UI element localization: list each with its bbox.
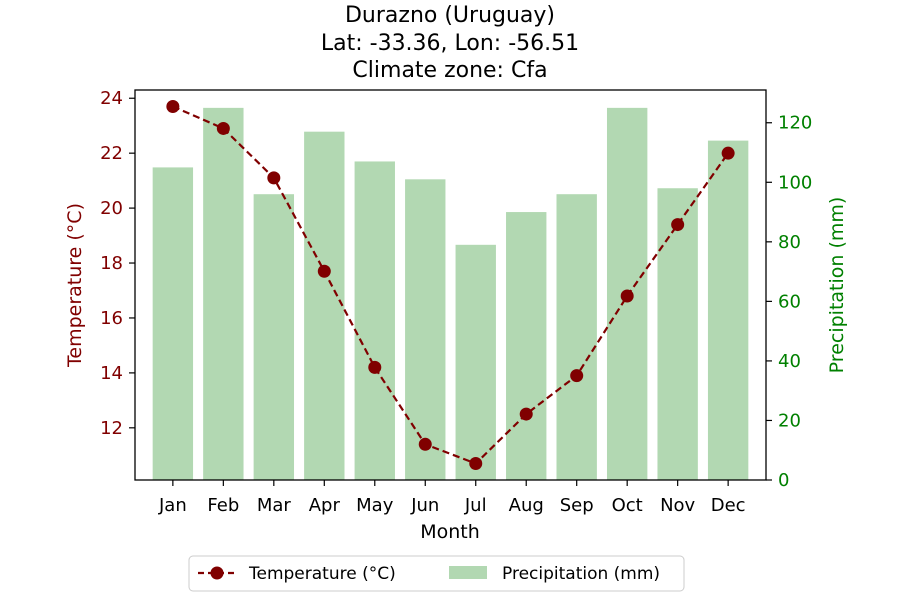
x-axis-label: Month <box>420 521 480 543</box>
y-left-tick-label: 12 <box>100 418 123 439</box>
x-tick-label: Apr <box>309 495 341 516</box>
x-tick-label: Jul <box>464 495 487 516</box>
y-right-tick-label: 100 <box>778 172 812 193</box>
legend-temperature-label: Temperature (°C) <box>248 564 396 584</box>
chart-title: Durazno (Uruguay) Lat: -33.36, Lon: -56.… <box>321 3 579 83</box>
x-tick-label: Jun <box>410 495 439 516</box>
temperature-point-jul <box>469 457 483 471</box>
precipitation-bar-aug <box>506 212 547 480</box>
precipitation-bar-sep <box>556 194 597 480</box>
precipitation-bar-jun <box>405 179 446 480</box>
precipitation-bar-dec <box>707 140 749 480</box>
temperature-point-jun <box>418 437 432 451</box>
legend: Temperature (°C) Precipitation (mm) <box>188 555 685 592</box>
legend-precipitation-label: Precipitation (mm) <box>502 564 660 584</box>
y-axis-right: 0 20 40 60 80 100 120 <box>766 113 812 491</box>
y-left-tick-label: 24 <box>100 88 123 109</box>
precipitation-bar-nov <box>657 188 698 481</box>
y-axis-left: 12 14 16 18 20 22 24 <box>100 88 135 439</box>
x-tick-label: May <box>356 495 394 516</box>
precipitation-bar-jul <box>455 244 496 480</box>
temperature-point-aug <box>519 407 533 421</box>
precipitation-bar-jan <box>152 167 194 480</box>
temperature-point-feb <box>216 121 230 135</box>
plot-area-frame <box>134 89 767 481</box>
chart-title-line-3: Climate zone: Cfa <box>352 58 547 83</box>
y-left-tick-label: 18 <box>100 253 123 274</box>
temperature-line <box>166 99 735 471</box>
precipitation-bar-may <box>354 161 395 480</box>
temperature-point-nov <box>671 218 685 232</box>
precipitation-bar-feb <box>203 107 244 480</box>
y-right-tick-label: 0 <box>778 470 789 491</box>
temperature-point-apr <box>317 264 331 278</box>
temperature-point-dec <box>721 146 735 160</box>
x-tick-label: Nov <box>660 495 695 516</box>
y-left-tick-label: 22 <box>100 143 123 164</box>
temperature-series-line <box>172 105 730 465</box>
x-tick-label: Mar <box>257 495 292 516</box>
y-right-tick-label: 60 <box>778 291 801 312</box>
x-tick-label: Sep <box>560 495 594 516</box>
y-axis-left-label: Temperature (°C) <box>64 203 86 368</box>
x-tick-label: Dec <box>711 495 746 516</box>
precipitation-bar-apr <box>304 131 345 480</box>
temperature-point-may <box>368 360 382 374</box>
y-right-tick-label: 120 <box>778 113 812 134</box>
y-left-tick-label: 20 <box>100 198 123 219</box>
chart-title-line-2: Lat: -33.36, Lon: -56.51 <box>321 31 579 56</box>
legend-precipitation-swatch <box>449 566 487 579</box>
x-axis: Jan Feb Mar Apr May Jun Jul Aug Sep Oct Nov Dec <box>158 480 746 516</box>
y-axis-right-label: Precipitation (mm) <box>826 197 848 374</box>
x-tick-label: Aug <box>509 495 544 516</box>
temperature-point-jan <box>166 99 180 113</box>
temperature-point-oct <box>620 289 634 303</box>
y-left-tick-label: 14 <box>100 363 123 384</box>
x-tick-label: Jan <box>158 495 187 516</box>
precipitation-bars <box>152 107 749 481</box>
chart-title-line-1: Durazno (Uruguay) <box>345 3 555 28</box>
y-right-tick-label: 20 <box>778 410 801 431</box>
legend-temperature-marker <box>210 566 224 580</box>
x-tick-label: Feb <box>207 495 239 516</box>
y-right-tick-label: 40 <box>778 351 801 372</box>
legend-box <box>188 555 685 592</box>
x-tick-label: Oct <box>612 495 643 516</box>
precipitation-bar-mar <box>253 194 295 480</box>
y-left-tick-label: 16 <box>100 308 123 329</box>
y-right-tick-label: 80 <box>778 232 801 253</box>
temperature-point-mar <box>267 171 281 185</box>
temperature-point-sep <box>570 369 584 383</box>
